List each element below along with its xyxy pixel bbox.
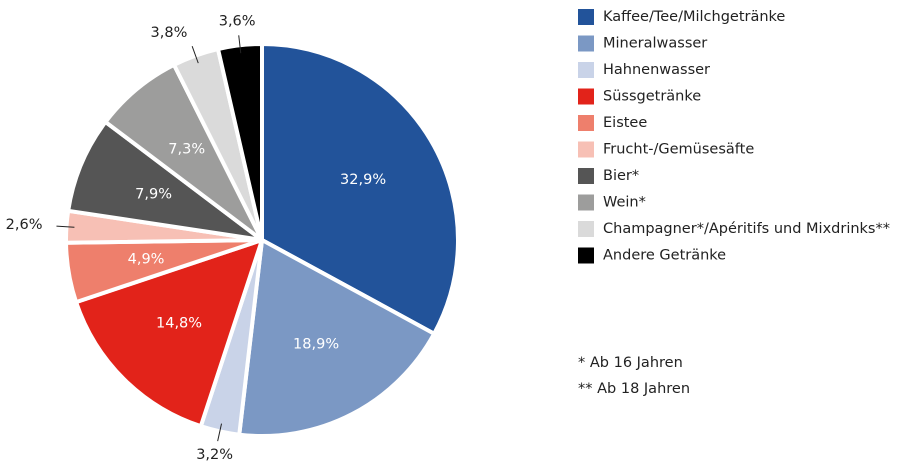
legend-swatch [578,221,594,237]
legend-label: Kaffee/Tee/Milchgetränke [603,9,785,25]
legend-label: Süssgetränke [603,89,701,105]
note: ** Ab 18 Jahren [578,381,690,397]
legend-swatch [578,168,594,184]
legend-swatch [578,88,594,105]
leader-line [217,423,223,442]
data-label: 7,9% [135,186,172,202]
data-label: 18,9% [293,336,339,352]
legend-label: Frucht-/Gemüsesäfte [603,142,754,158]
pie-slice [74,238,264,429]
data-label: 3,2% [196,447,233,463]
pie: 32,9% 18,9% 3,2% 14,8% 4,9% 2,6% 7,9% 7,3% 3,8% 3… [6,13,460,463]
data-label: 4,9% [128,252,165,268]
leader-line [191,46,199,64]
data-label: 7,3% [168,142,205,158]
pie-slice [260,42,460,336]
legend-label: Hahnenwasser [603,62,710,78]
legend: Kaffee/Tee/Milchgetränke Mineralwasser Hah… [578,9,890,264]
data-label: 2,6% [6,217,43,233]
legend-label: Eistee [603,115,647,131]
legend-swatch [578,35,594,52]
leader-line [56,225,75,228]
legend-label: Champagner*/Apéritifs und Mixdrinks** [603,221,890,237]
legend-swatch [578,141,594,158]
legend-label: Bier* [603,168,639,184]
legend-label: Wein* [603,195,646,211]
data-label: 14,8% [156,315,202,331]
legend-swatch [578,247,594,264]
data-label: 3,6% [219,13,256,29]
leader-line [238,35,242,54]
legend-swatch [578,115,594,131]
data-label: 32,9% [340,172,386,188]
legend-label: Andere Getränke [603,248,726,264]
legend-label: Mineralwasser [603,36,707,52]
legend-swatch [578,9,594,25]
data-label: 3,8% [151,25,188,41]
legend-swatch [578,194,594,211]
legend-swatch [578,62,594,78]
pie-slice [237,238,437,438]
note: * Ab 16 Jahren [578,355,683,371]
